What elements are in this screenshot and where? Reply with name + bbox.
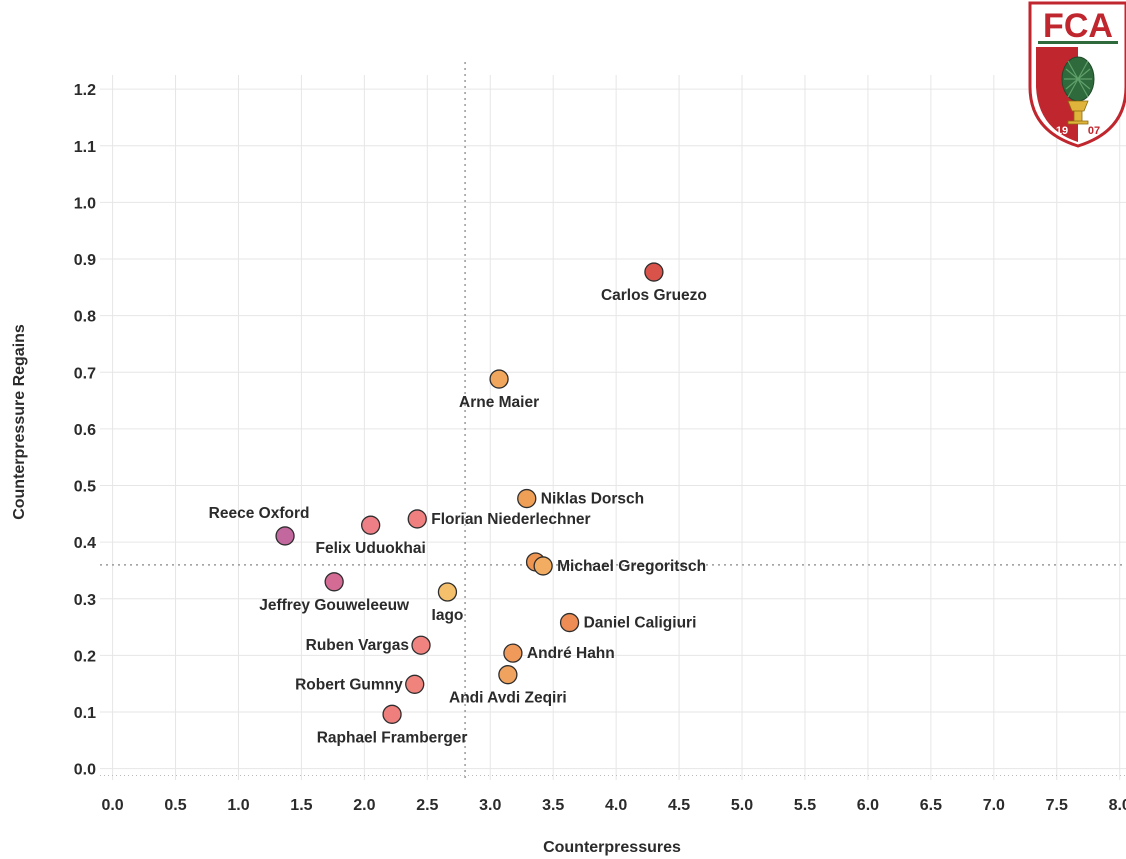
y-tick-label: 0.3 <box>74 592 96 609</box>
data-point <box>559 612 580 633</box>
y-tick-label: 0.5 <box>74 479 96 496</box>
x-tick-label: 6.0 <box>857 797 879 814</box>
data-point <box>533 556 553 576</box>
data-point <box>324 572 344 592</box>
x-tick-label: 7.5 <box>1046 797 1068 814</box>
crest-year-left: 19 <box>1056 125 1068 137</box>
crest-year-right: 07 <box>1088 125 1100 137</box>
x-tick-label: 2.0 <box>353 797 375 814</box>
point-label: Arne Maier <box>459 394 539 411</box>
crest-header <box>1034 6 1122 42</box>
x-tick-label: 4.5 <box>668 797 690 814</box>
x-tick-label: 3.0 <box>479 797 501 814</box>
point-label: Niklas Dorsch <box>541 491 644 508</box>
crest-text: FCA <box>1043 7 1113 45</box>
point-label: Michael Gregoritsch <box>557 558 706 575</box>
crest-stripe <box>1038 41 1118 44</box>
x-axis-ticks: 0.0 0.5 1.0 1.5 2.0 2.5 3.0 3.5 4.0 4.5 5.0 5.5 6.0 6… <box>101 797 1126 814</box>
reference-lines <box>100 62 1126 780</box>
x-tick-label: 5.0 <box>731 797 753 814</box>
x-tick-label: 2.5 <box>416 797 438 814</box>
y-tick-label: 1.1 <box>74 139 96 156</box>
data-point <box>517 488 537 509</box>
data-point <box>411 635 431 655</box>
point-label: Daniel Caligiuri <box>584 615 697 632</box>
x-tick-label: 0.0 <box>101 797 123 814</box>
x-tick-label: 3.5 <box>542 797 564 814</box>
y-tick-label: 0.6 <box>74 422 96 439</box>
x-tick-label: 6.5 <box>920 797 942 814</box>
data-point <box>407 509 427 529</box>
pine-cone-pattern <box>1064 60 1092 98</box>
y-tick-label: 1.2 <box>74 82 96 99</box>
y-tick-label: 0.7 <box>74 365 96 382</box>
point-label: Iago <box>432 607 464 624</box>
y-tick-label: 0.1 <box>74 705 96 722</box>
y-axis-label: Counterpressure Regains <box>11 324 28 520</box>
point-labels: Carlos Gruezo Arne Maier Niklas Dorsch Flor… <box>209 287 707 746</box>
point-label: Carlos Gruezo <box>601 287 707 304</box>
point-label: Ruben Vargas <box>306 637 409 654</box>
y-tick-label: 0.9 <box>74 252 96 269</box>
data-point <box>382 704 402 724</box>
point-label: Andi Avdi Zeqiri <box>449 690 567 707</box>
fca-crest-logo: FCA 19 07 <box>1028 1 1126 148</box>
y-tick-label: 0.8 <box>74 309 96 326</box>
point-label: Reece Oxford <box>209 505 310 522</box>
data-point <box>275 526 295 546</box>
x-tick-label: 1.0 <box>227 797 249 814</box>
data-point <box>361 515 381 535</box>
x-tick-label: 0.5 <box>164 797 186 814</box>
point-label: Jeffrey Gouweleeuw <box>259 597 410 614</box>
data-point <box>644 262 664 282</box>
y-tick-label: 1.0 <box>74 195 96 212</box>
x-axis-label: Counterpressures <box>543 839 681 856</box>
point-label: Florian Niederlechner <box>431 511 590 528</box>
grid-lines <box>100 75 1126 780</box>
x-tick-label: 5.5 <box>794 797 816 814</box>
pine-stand-icon <box>1067 100 1089 125</box>
data-point <box>437 582 458 602</box>
point-label: Felix Uduokhai <box>316 540 426 557</box>
point-label: André Hahn <box>527 645 615 662</box>
data-point <box>498 665 518 685</box>
point-label: Raphael Framberger <box>317 729 468 746</box>
data-points <box>275 262 664 724</box>
y-axis-ticks: 0.0 0.1 0.2 0.3 0.4 0.5 0.6 0.7 0.8 0.9 1.0 1.1 1.2 <box>74 82 96 779</box>
x-tick-label: 7.0 <box>983 797 1005 814</box>
x-tick-label: 8.0 <box>1109 797 1126 814</box>
point-label: Robert Gumny <box>295 676 403 693</box>
x-tick-label: 4.0 <box>605 797 627 814</box>
data-point <box>503 643 523 663</box>
data-point <box>405 674 425 694</box>
y-tick-label: 0.4 <box>74 535 96 552</box>
x-tick-label: 1.5 <box>290 797 312 814</box>
data-point <box>489 369 509 389</box>
y-tick-label: 0.0 <box>74 762 96 779</box>
y-tick-label: 0.2 <box>74 648 96 665</box>
